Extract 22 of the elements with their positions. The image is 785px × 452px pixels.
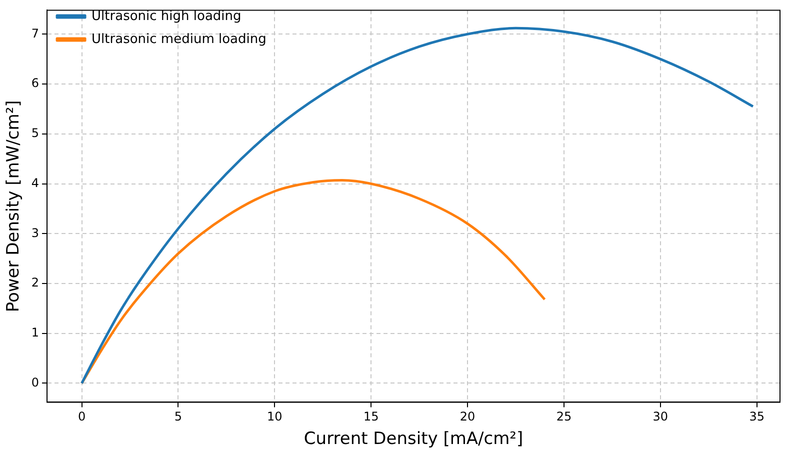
x-tick-label: 5	[174, 410, 182, 424]
line-series	[80, 26, 754, 384]
y-tick-label: 1	[31, 326, 40, 340]
y-tick-label: 4	[31, 176, 40, 190]
x-tick-label: 10	[267, 410, 282, 424]
x-tick-label: 0	[78, 410, 86, 424]
y-tick-label: 7	[31, 26, 40, 40]
y-axis-title: Power Density [mW/cm²]	[4, 100, 24, 312]
x-tick-label: 25	[556, 410, 572, 424]
legend-label: Ultrasonic high loading	[92, 8, 242, 24]
y-tick-label: 6	[31, 76, 40, 90]
legend-label: Ultrasonic medium loading	[92, 32, 266, 47]
y-tick-label: 2	[31, 276, 40, 290]
y-tick-label: 3	[31, 226, 40, 240]
y-tick-label: 5	[31, 126, 40, 140]
x-tick-label: 15	[363, 410, 379, 424]
line-series	[80, 179, 546, 384]
x-tick-label: 30	[652, 410, 668, 424]
x-axis-title: Current Density [mA/cm²]	[304, 429, 524, 450]
y-tick-label: 0	[31, 375, 40, 390]
x-tick-label: 35	[749, 410, 764, 424]
x-tick-label: 20	[460, 410, 476, 424]
